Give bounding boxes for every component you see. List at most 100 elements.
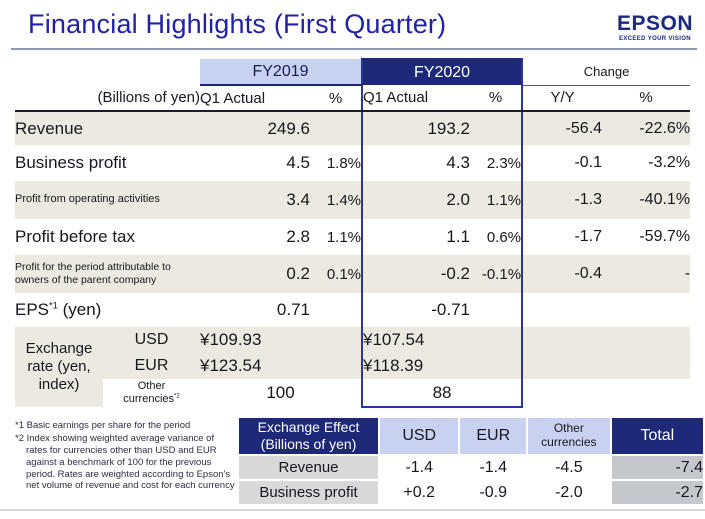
fy19-value: 4.5 bbox=[286, 153, 310, 172]
yy-header: Y/Y bbox=[522, 85, 603, 112]
fy20-value: 193.2 bbox=[361, 111, 471, 145]
fy20-index: 88 bbox=[361, 379, 524, 408]
logo-tagline: EXCEED YOUR VISION bbox=[619, 36, 691, 42]
change-group-header: Change bbox=[522, 59, 691, 86]
fy20-rate: ¥118.39 bbox=[361, 353, 524, 379]
other-effect: -2.0 bbox=[528, 481, 610, 504]
currency-label: USD bbox=[103, 327, 200, 353]
fy2020-pct-header: % bbox=[470, 85, 524, 112]
row-exchange-usd: Exchange rate (yen, index) USD ¥109.93 ¥… bbox=[15, 327, 691, 407]
fy20-pct: 0.6% bbox=[470, 219, 524, 255]
change-pct-value bbox=[602, 293, 690, 327]
footnote-marker: *2 bbox=[174, 393, 180, 400]
yy-value: -0.4 bbox=[522, 255, 603, 293]
empty-cell bbox=[522, 353, 691, 379]
fy19-value: 0.71 bbox=[276, 300, 310, 319]
fy2020-group-header: FY2020 bbox=[361, 58, 524, 85]
fy20-rate: ¥107.54 bbox=[361, 327, 524, 353]
empty-cell bbox=[522, 379, 690, 407]
fy20-value: 1.1 bbox=[361, 219, 471, 255]
usd-effect: +0.2 bbox=[380, 481, 459, 504]
row-label: Business profit bbox=[15, 153, 127, 172]
row-exchange-other-currencies: Other currencies*2 100 88 bbox=[15, 379, 690, 408]
change-pct-value: -22.6% bbox=[602, 111, 691, 145]
slide-header: Financial Highlights (First Quarter) EPS… bbox=[28, 8, 693, 42]
row-profit-before-tax: Profit before tax 2.8 1.1% 1.1 0.6% -1.7… bbox=[15, 219, 690, 255]
fy19-pct: 1.1% bbox=[326, 228, 362, 246]
fy19-pct bbox=[310, 293, 362, 327]
fy20-pct bbox=[470, 293, 524, 327]
fy19-value: 249.6 bbox=[200, 111, 310, 145]
row-effect-revenue: Revenue -1.4 -1.4 -4.5 -7.4 bbox=[239, 456, 703, 479]
exchange-rate-label: Exchange rate (yen, index) bbox=[15, 327, 103, 407]
row-business-profit: Business profit 4.5 1.8% 4.3 2.3% -0.1 -… bbox=[15, 145, 690, 181]
row-label: Revenue bbox=[15, 111, 200, 145]
row-label: Profit from operating activities bbox=[15, 181, 200, 219]
fy2019-group-header: FY2019 bbox=[200, 59, 363, 86]
fy2020-q1-actual-header: Q1 Actual bbox=[361, 85, 471, 112]
row-effect-business-profit: Business profit +0.2 -0.9 -2.0 -2.7 bbox=[239, 481, 703, 504]
other-effect: -4.5 bbox=[528, 456, 610, 479]
fy19-rate: ¥123.54 bbox=[200, 353, 363, 379]
change-pct-header: % bbox=[602, 85, 691, 112]
table-row: Exchange Effect (Billions of yen) USD EU… bbox=[239, 418, 703, 454]
change-pct-value: - bbox=[602, 255, 691, 293]
col-header-eur: EUR bbox=[460, 418, 527, 454]
fy19-pct: 1.8% bbox=[326, 154, 362, 172]
fy2019-q1-actual-header: Q1 Actual bbox=[200, 85, 310, 112]
eur-effect: -1.4 bbox=[460, 456, 527, 479]
fy20-value: 2.0 bbox=[361, 181, 471, 219]
fy19-value: 3.4 bbox=[200, 181, 310, 219]
row-profit-attributable: Profit for the period attributable to ow… bbox=[15, 255, 691, 293]
fy20-value: -0.2 bbox=[361, 255, 471, 293]
row-revenue: Revenue 249.6 193.2 -56.4 -22.6% bbox=[15, 111, 691, 145]
logo-brand-text: EPSON bbox=[616, 12, 693, 35]
epson-logo: EPSON EXCEED YOUR VISION bbox=[617, 13, 693, 42]
yy-value: -56.4 bbox=[522, 111, 603, 145]
yy-value: -1.7 bbox=[574, 228, 603, 245]
row-label: Profit before tax bbox=[15, 227, 136, 246]
row-label: EPS*1 (yen) bbox=[15, 300, 102, 319]
fy20-pct: 2.3% bbox=[470, 145, 524, 181]
change-pct-value: -40.1% bbox=[602, 181, 691, 219]
col-header-total: Total bbox=[611, 418, 703, 454]
fy20-pct bbox=[470, 111, 524, 145]
fy19-pct bbox=[310, 111, 363, 145]
row-eps: EPS*1 (yen) 0.71 -0.71 bbox=[15, 293, 690, 327]
fy2019-pct-header: % bbox=[310, 85, 363, 112]
title-divider bbox=[11, 48, 697, 50]
fy19-value: 0.2 bbox=[200, 255, 310, 293]
col-header-other-currencies: Other currencies bbox=[528, 418, 610, 454]
yy-value bbox=[522, 293, 602, 327]
row-profit-operating-activities: Profit from operating activities 3.4 1.4… bbox=[15, 181, 691, 219]
table-row: (Billions of yen) Q1 Actual % Q1 Actual … bbox=[15, 85, 691, 112]
fy19-value: 2.8 bbox=[286, 227, 310, 246]
footnote-1: *1 Basic earnings per share for the peri… bbox=[15, 420, 191, 431]
yy-value: -0.1 bbox=[574, 154, 603, 171]
currency-label: EUR bbox=[103, 353, 200, 379]
total-effect: -7.4 bbox=[611, 456, 703, 479]
row-exchange-eur: EUR ¥123.54 ¥118.39 bbox=[15, 353, 691, 379]
fy19-index: 100 bbox=[266, 383, 295, 402]
fy20-value: 4.3 bbox=[361, 145, 471, 181]
footnote-marker: *1 bbox=[49, 300, 58, 311]
row-label: Profit for the period attributable to ow… bbox=[15, 255, 200, 293]
page-title: Financial Highlights (First Quarter) bbox=[28, 9, 447, 39]
col-header-usd: USD bbox=[380, 418, 459, 454]
row-label: Business profit bbox=[239, 481, 379, 504]
total-effect: -2.7 bbox=[611, 481, 703, 504]
exchange-effect-header: Exchange Effect (Billions of yen) bbox=[239, 418, 379, 454]
fy20-pct: 1.1% bbox=[470, 181, 524, 219]
fy20-value: -0.71 bbox=[361, 293, 471, 327]
exchange-effect-table: Exchange Effect (Billions of yen) USD EU… bbox=[237, 416, 705, 506]
corner-cell bbox=[15, 59, 200, 85]
footnotes: *1 Basic earnings per share for the peri… bbox=[15, 420, 237, 493]
fy20-pct: -0.1% bbox=[470, 255, 524, 293]
usd-effect: -1.4 bbox=[380, 456, 459, 479]
change-pct-value: -3.2% bbox=[648, 154, 691, 171]
fy19-rate: ¥109.93 bbox=[200, 327, 363, 353]
yy-value: -1.3 bbox=[522, 181, 603, 219]
eur-effect: -0.9 bbox=[460, 481, 527, 504]
empty-cell bbox=[522, 327, 691, 353]
